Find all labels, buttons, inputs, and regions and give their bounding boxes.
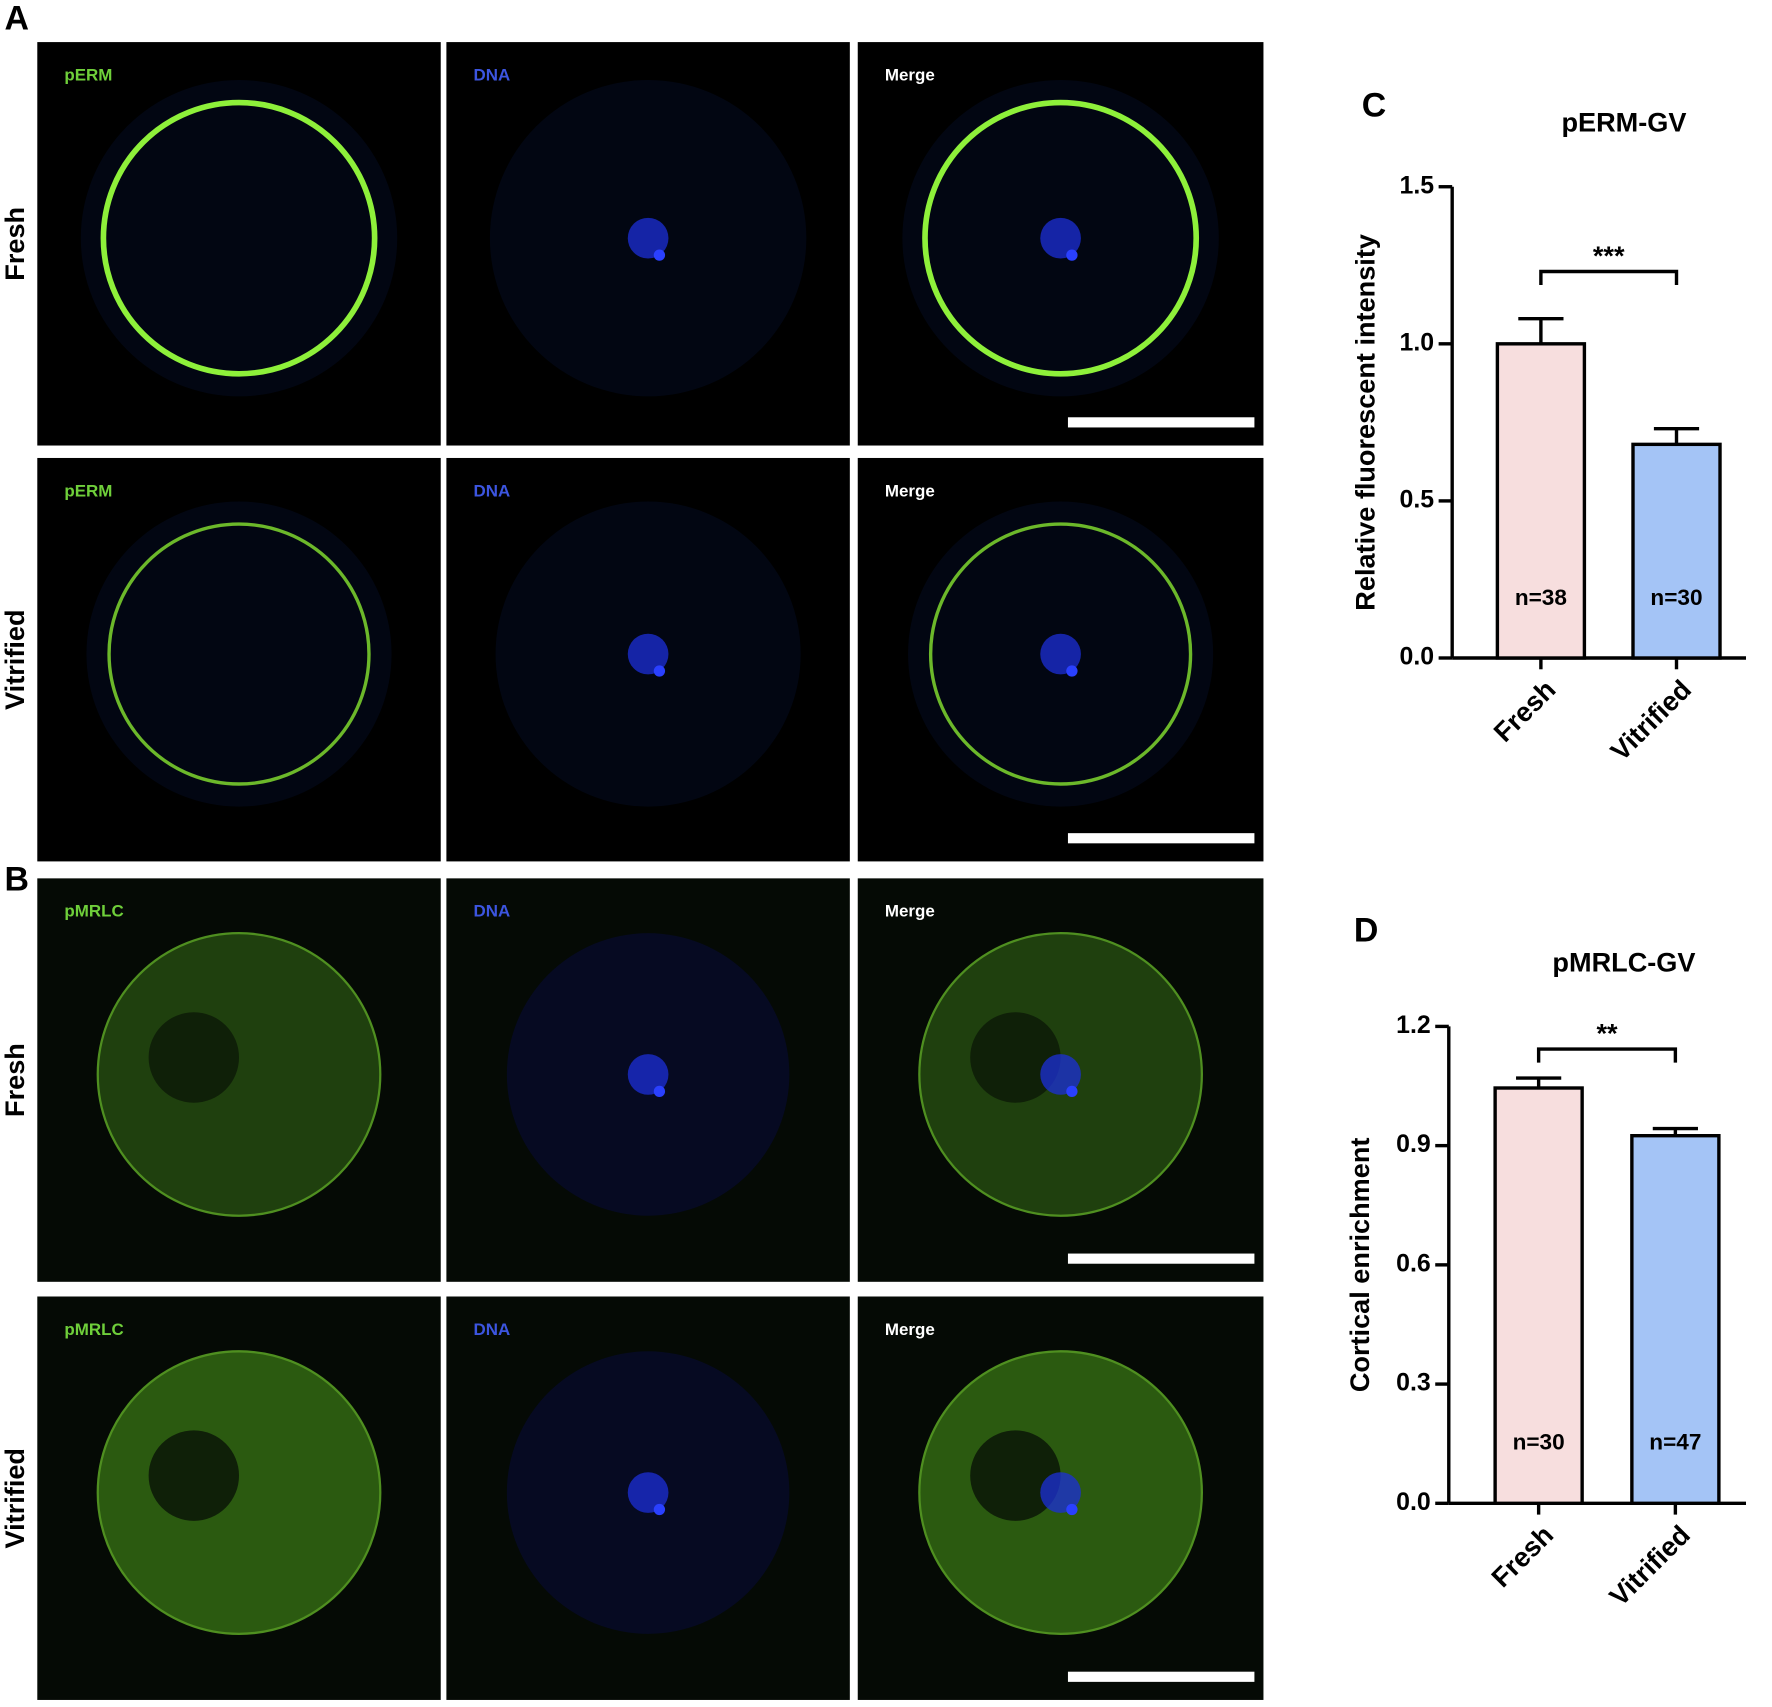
- cell-body: [96, 932, 382, 1217]
- cell-halo: [80, 79, 398, 397]
- channel-label: Merge: [885, 1320, 935, 1339]
- chart-title: pERM-GV: [1561, 107, 1686, 138]
- significance: ***: [1593, 240, 1625, 271]
- channel-label: pERM: [64, 481, 112, 500]
- x-tick-label: Fresh: [1487, 674, 1561, 748]
- panel-letter: A: [5, 0, 29, 38]
- cortex-ring: [922, 99, 1200, 377]
- channel-label: DNA: [474, 1320, 511, 1339]
- bar: [1495, 342, 1587, 660]
- row-label: Vitrified: [0, 1448, 30, 1548]
- channel-label: Merge: [885, 481, 935, 500]
- chromatin-spot: [1066, 1503, 1078, 1516]
- cell-halo: [86, 501, 392, 807]
- y-axis-label: Cortical enrichment: [1344, 1138, 1375, 1393]
- chromatin-spot: [653, 1503, 666, 1516]
- cell-body: [96, 1350, 382, 1635]
- y-tick-label: 0.0: [1396, 1488, 1431, 1516]
- channel-label: DNA: [474, 902, 511, 921]
- nucleus: [970, 1430, 1061, 1521]
- y-tick-label: 1.0: [1400, 328, 1435, 356]
- y-tick-label: 0.0: [1400, 643, 1435, 671]
- cortex-ring: [107, 522, 371, 786]
- bar: [1630, 1134, 1721, 1506]
- chromatin: [1040, 633, 1081, 675]
- nucleus: [148, 1012, 240, 1103]
- bar: [1493, 1086, 1584, 1506]
- scale-bar: [1067, 417, 1255, 428]
- significance-bracket: [1536, 1047, 1678, 1063]
- chart-title: pMRLC-GV: [1552, 946, 1695, 977]
- channel-label: pMRLC: [64, 902, 123, 921]
- channel-label: pERM: [64, 65, 112, 84]
- panel-letter: B: [5, 861, 29, 899]
- chromatin-spot: [1066, 249, 1078, 261]
- chromatin: [627, 1054, 669, 1095]
- chromatin: [1040, 217, 1081, 259]
- chromatin-spot: [653, 665, 666, 677]
- chromatin: [627, 217, 669, 259]
- cortex-ring: [928, 522, 1193, 786]
- chromatin: [627, 633, 669, 675]
- y-tick-label: 1.5: [1400, 171, 1435, 199]
- y-tick-label: 0.5: [1400, 485, 1435, 513]
- y-tick-label: 0.9: [1396, 1130, 1431, 1158]
- nucleus: [148, 1430, 240, 1521]
- chromatin-spot: [653, 249, 666, 261]
- panel-letter: D: [1354, 912, 1378, 950]
- x-tick-label: Vitrified: [1603, 1519, 1696, 1612]
- sample-size: n=30: [1513, 1429, 1565, 1454]
- significance: **: [1596, 1018, 1618, 1049]
- channel-label: Merge: [885, 902, 935, 921]
- cortex-ring: [100, 99, 378, 377]
- chromatin-spot: [1066, 665, 1078, 677]
- bar: [1631, 442, 1722, 660]
- y-tick-label: 0.3: [1396, 1369, 1431, 1397]
- channel-label: DNA: [474, 481, 511, 500]
- chromatin: [627, 1472, 669, 1513]
- row-label: Fresh: [0, 207, 30, 281]
- x-tick-label: Fresh: [1485, 1519, 1559, 1593]
- y-tick-label: 0.6: [1396, 1249, 1431, 1277]
- chromatin: [1040, 1054, 1081, 1095]
- row-label: Fresh: [0, 1043, 30, 1117]
- scale-bar: [1067, 1671, 1255, 1682]
- y-tick-label: 1.2: [1396, 1011, 1431, 1039]
- panel-letter: C: [1362, 87, 1386, 125]
- chromatin-spot: [1066, 1085, 1078, 1098]
- nucleus: [970, 1012, 1061, 1103]
- chromatin: [1040, 1472, 1081, 1513]
- scale-bar: [1067, 833, 1255, 844]
- y-axis-label: Relative fluorescent intensity: [1350, 234, 1381, 611]
- row-label: Vitrified: [0, 609, 30, 709]
- sample-size: n=47: [1649, 1429, 1701, 1454]
- channel-label: pMRLC: [64, 1320, 123, 1339]
- x-tick-label: Vitrified: [1604, 674, 1697, 767]
- chromatin-spot: [653, 1085, 666, 1098]
- channel-label: Merge: [885, 65, 935, 84]
- significance-bracket: [1539, 269, 1679, 286]
- sample-size: n=30: [1650, 585, 1702, 610]
- scale-bar: [1067, 1253, 1255, 1264]
- channel-label: DNA: [474, 65, 511, 84]
- sample-size: n=38: [1515, 585, 1567, 610]
